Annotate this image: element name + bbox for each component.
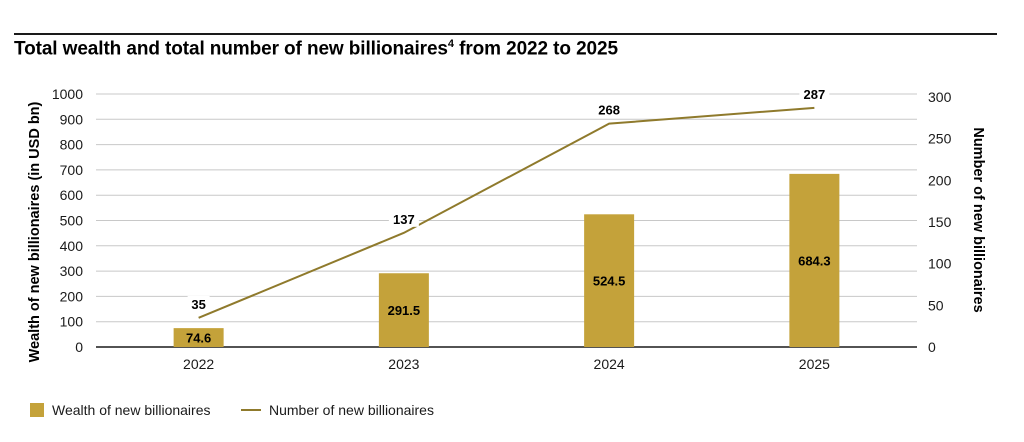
- right-tick-label: 300: [928, 89, 952, 105]
- left-tick-label: 300: [60, 263, 84, 279]
- right-tick-label: 150: [928, 214, 952, 230]
- title-rule: [14, 33, 997, 35]
- bar-value-label: 684.3: [798, 253, 831, 268]
- x-tick-label: 2023: [388, 356, 419, 372]
- chart-title: Total wealth and total number of new bil…: [14, 38, 618, 60]
- x-tick-label: 2024: [594, 356, 625, 372]
- right-axis-title: Number of new billionaires: [970, 127, 986, 312]
- left-tick-label: 0: [75, 339, 83, 355]
- right-tick-label: 0: [928, 339, 936, 355]
- legend-line-label: Number of new billionaires: [269, 402, 434, 418]
- left-axis-title: Wealth of new billionaires (in USD bn): [27, 101, 43, 362]
- bar-value-label: 74.6: [186, 331, 211, 346]
- chart-title-footnote: 4: [447, 38, 454, 50]
- x-tick-label: 2025: [799, 356, 830, 372]
- right-axis-ticks: 0 50 100 150 200 250 300: [928, 89, 952, 355]
- line-path: [198, 106, 815, 319]
- bar-value-label: 291.5: [388, 303, 421, 318]
- legend-line-swatch: [241, 409, 261, 411]
- bar-series: [173, 173, 840, 347]
- gridlines: [96, 93, 917, 348]
- right-tick-label: 200: [928, 172, 952, 188]
- point-label-bg: [799, 85, 830, 102]
- x-tick-label: 2022: [183, 356, 214, 372]
- chart-title-suffix: from 2022 to 2025: [453, 38, 618, 60]
- chart-title-text: Total wealth and total number of new bil…: [14, 38, 448, 60]
- point-label-bg: [187, 295, 210, 312]
- left-tick-label: 600: [60, 187, 84, 203]
- right-tick-label: 250: [928, 131, 952, 147]
- left-tick-label: 1000: [52, 86, 83, 102]
- bar-2022: [173, 328, 224, 347]
- right-tick-label: 50: [928, 297, 944, 313]
- left-tick-label: 200: [60, 288, 84, 304]
- point-value-label: 287: [804, 87, 826, 102]
- point-label-bg: [388, 210, 419, 227]
- bar-labels: 74.6 291.5 524.5 684.3: [186, 253, 831, 345]
- bar-2025: [789, 173, 840, 347]
- left-tick-label: 500: [60, 213, 84, 229]
- legend-bar: Wealth of new billionaires: [30, 402, 211, 418]
- left-tick-label: 800: [60, 137, 84, 153]
- right-tick-label: 100: [928, 256, 952, 272]
- left-tick-label: 100: [60, 314, 84, 330]
- legend-line: Number of new billionaires: [241, 402, 434, 418]
- line-series: 35 137 268 287: [187, 85, 830, 319]
- bar-2023: [378, 273, 429, 347]
- point-value-label: 137: [393, 212, 415, 227]
- left-tick-label: 400: [60, 238, 84, 254]
- legend-bar-label: Wealth of new billionaires: [52, 402, 211, 418]
- left-tick-label: 700: [60, 162, 84, 178]
- point-label-bg: [594, 101, 625, 118]
- left-axis-ticks: 0 100 200 300 400 500 600 700 800 900 1000: [52, 86, 83, 355]
- legend-bar-swatch: [30, 403, 44, 417]
- bar-2024: [584, 214, 635, 347]
- x-axis-ticks: 2022 2023 2024 2025: [183, 356, 830, 372]
- left-tick-label: 900: [60, 111, 84, 127]
- point-value-label: 268: [598, 103, 620, 118]
- bar-value-label: 524.5: [593, 274, 626, 289]
- point-value-label: 35: [191, 297, 205, 312]
